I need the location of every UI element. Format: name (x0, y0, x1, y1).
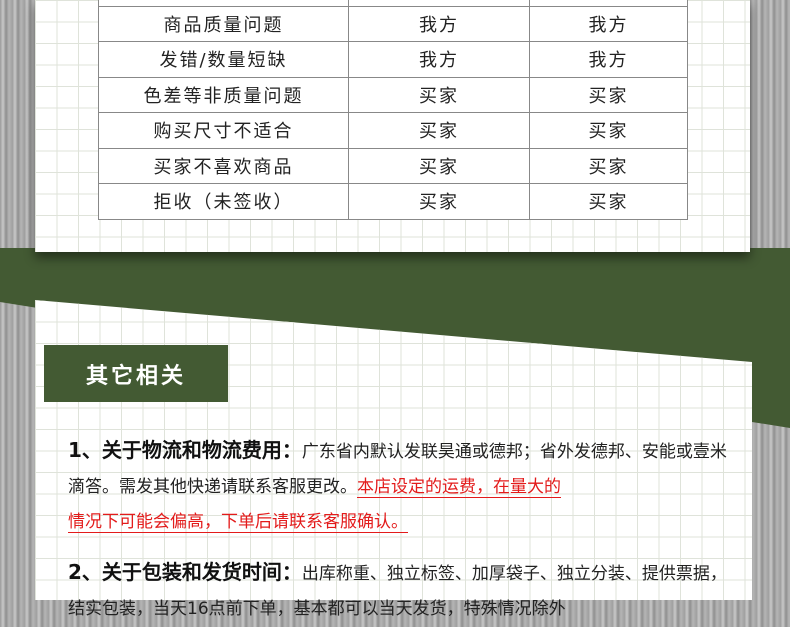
table-cell: 买家 (348, 76, 530, 113)
table-row: 色差等非质量问题 买家 买家 (98, 76, 688, 113)
table-cell: 我方 (529, 5, 688, 42)
shipping-fee-note-cont: 情况下可能会偏高，下单后请联系客服确认。 (68, 512, 408, 533)
table-cell: 买家 (348, 112, 530, 149)
table-row: 商品质量问题 我方 我方 (98, 5, 688, 42)
return-policy-card: 商品质量问题 我方 我方 发错/数量短缺 我方 我方 色差等非质量问题 买家 买家 购买尺寸不适合… (35, 0, 750, 252)
section-title: 其它相关 (44, 345, 228, 402)
table-row: 发错/数量短缺 我方 我方 (98, 41, 688, 78)
table-cell: 我方 (348, 41, 530, 78)
table-cell: 购买尺寸不适合 (98, 112, 349, 149)
table-cell: 买家 (348, 147, 530, 184)
table-cell: 买家不喜欢商品 (98, 147, 349, 184)
responsibility-table: 商品质量问题 我方 我方 发错/数量短缺 我方 我方 色差等非质量问题 买家 买家 购买尺寸不适合… (98, 0, 688, 220)
table-cell: 我方 (529, 41, 688, 78)
colon: ： (281, 438, 302, 462)
packaging-heading: 2、关于包装和发货时间 (68, 560, 282, 584)
table-cell: 拒收（未签收） (98, 183, 349, 220)
logistics-text: 广东省内默认发联昊通或德邦；省外发德邦、安能或壹米滴答。需发其他快递请联系客服更… (68, 442, 727, 497)
table-cell: 商品质量问题 (98, 5, 349, 42)
table-cell: 色差等非质量问题 (98, 76, 349, 113)
logistics-paragraph: 1、关于物流和物流费用：广东省内默认发联昊通或德邦；省外发德邦、安能或壹米滴答。… (68, 433, 738, 540)
logistics-heading: 1、关于物流和物流费用 (68, 438, 282, 462)
table-row: 购买尺寸不适合 买家 买家 (98, 112, 688, 149)
table-row: 拒收（未签收） 买家 买家 (98, 183, 688, 220)
packaging-paragraph: 2、关于包装和发货时间：出库称重、独立标签、加厚袋子、独立分装、提供票据，结实包… (68, 555, 738, 627)
table-cell: 买家 (529, 76, 688, 113)
table-row: 买家不喜欢商品 买家 买家 (98, 147, 688, 184)
table-cell: 买家 (529, 183, 688, 220)
colon: ： (281, 560, 302, 584)
table-cell: 买家 (529, 147, 688, 184)
table-cell: 发错/数量短缺 (98, 41, 349, 78)
table-cell: 我方 (348, 5, 530, 42)
table-cell: 买家 (348, 183, 530, 220)
shipping-fee-note: 本店设定的运费，在量大的 (357, 477, 561, 498)
table-cell: 买家 (529, 112, 688, 149)
